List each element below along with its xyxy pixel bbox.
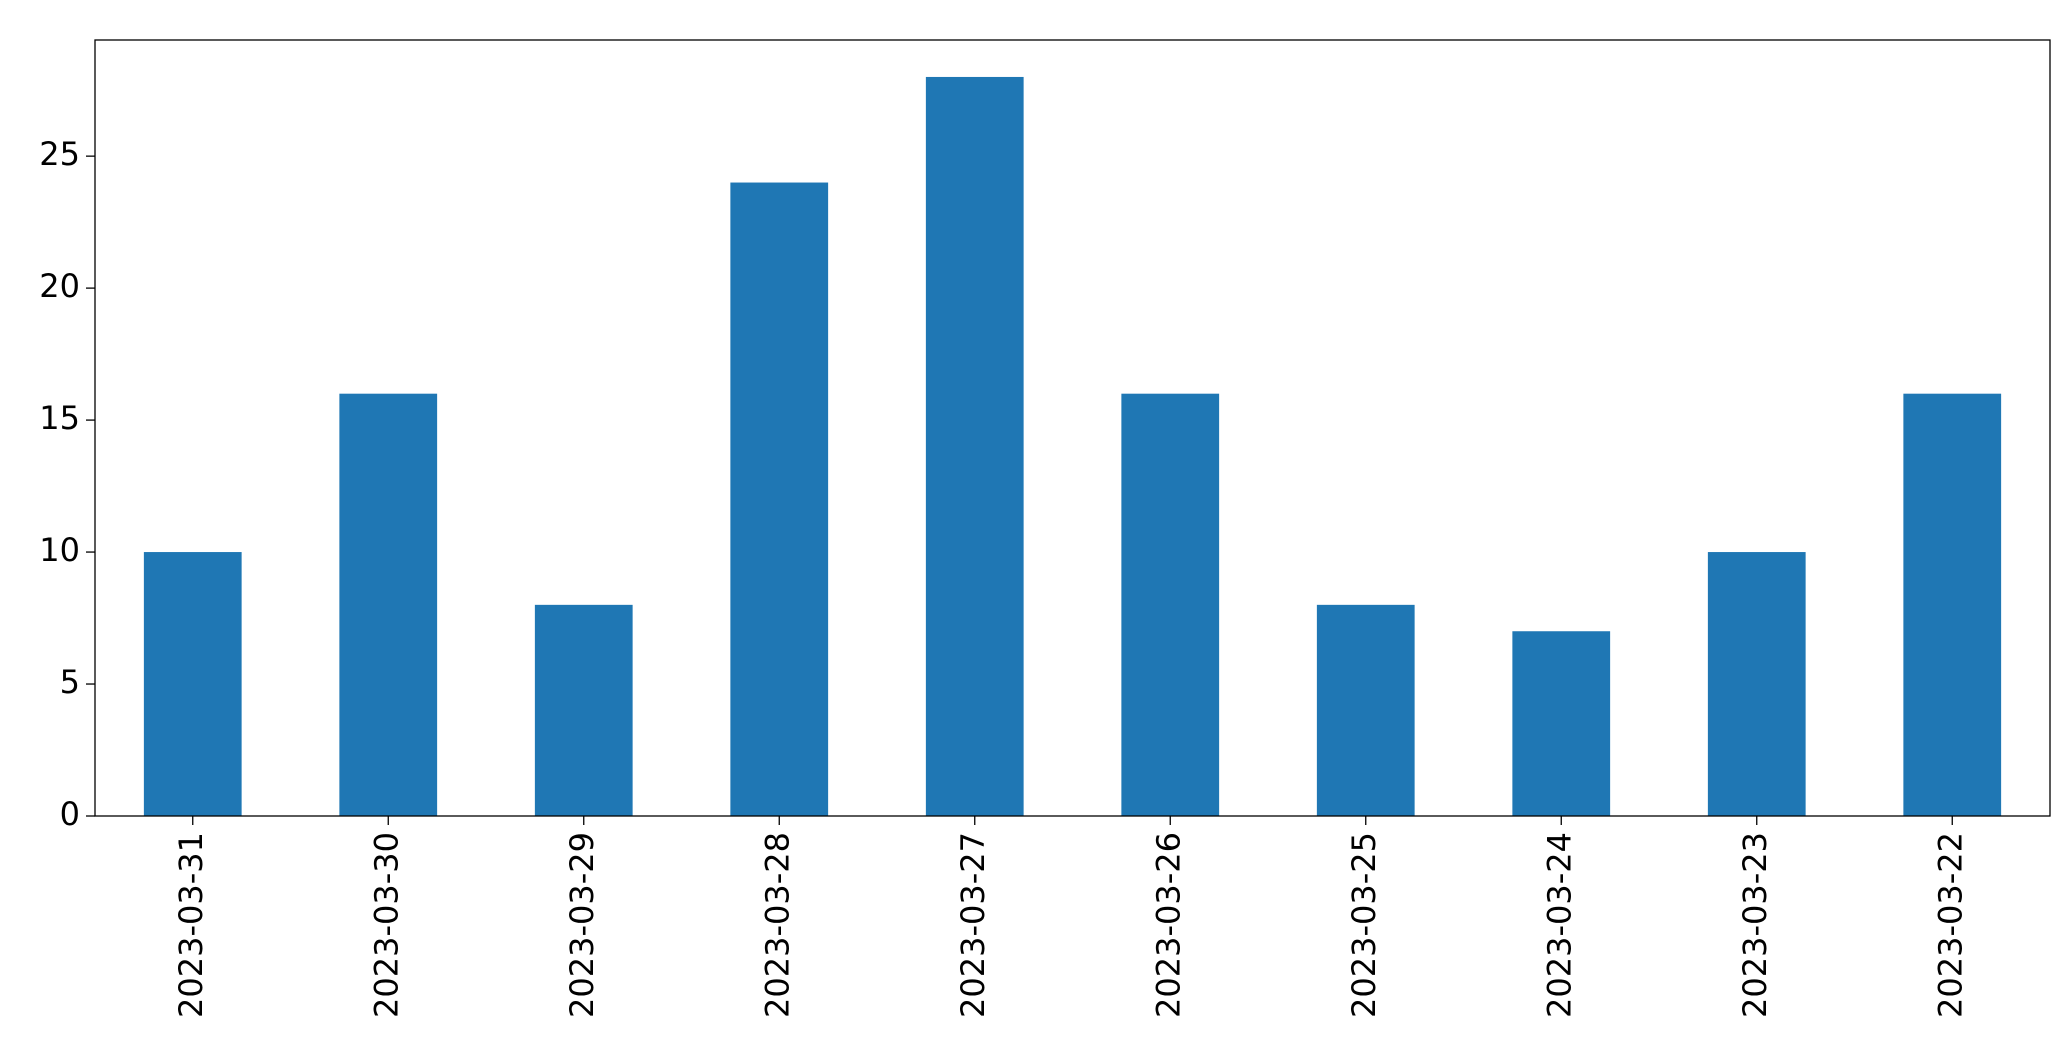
x-tick-label: 2023-03-26	[1149, 832, 1187, 1018]
y-tick-label: 20	[39, 267, 80, 305]
bar	[534, 604, 633, 816]
bar	[339, 393, 438, 816]
x-tick-label: 2023-03-22	[1931, 832, 1969, 1018]
bar	[730, 182, 829, 816]
plot-frame	[94, 39, 2051, 817]
x-tick-label: 2023-03-23	[1736, 832, 1774, 1018]
bar	[1316, 604, 1415, 816]
x-tick-label: 2023-03-29	[563, 832, 601, 1018]
y-tick-label: 25	[39, 135, 80, 173]
x-tick-label: 2023-03-27	[954, 832, 992, 1018]
y-tick-label: 5	[60, 663, 80, 701]
bar	[1903, 393, 2002, 816]
bar	[925, 76, 1024, 816]
y-tick-label: 0	[60, 795, 80, 833]
bar	[1707, 552, 1806, 816]
x-tick-label: 2023-03-30	[367, 832, 405, 1018]
bar	[1512, 631, 1611, 816]
y-tick-label: 15	[39, 399, 80, 437]
x-tick-label: 2023-03-28	[758, 832, 796, 1018]
bar	[1121, 393, 1220, 816]
x-tick-label: 2023-03-25	[1345, 832, 1383, 1018]
x-tick-label: 2023-03-31	[172, 832, 210, 1018]
y-tick-label: 10	[39, 531, 80, 569]
bar	[143, 552, 242, 816]
x-tick-label: 2023-03-24	[1540, 832, 1578, 1018]
